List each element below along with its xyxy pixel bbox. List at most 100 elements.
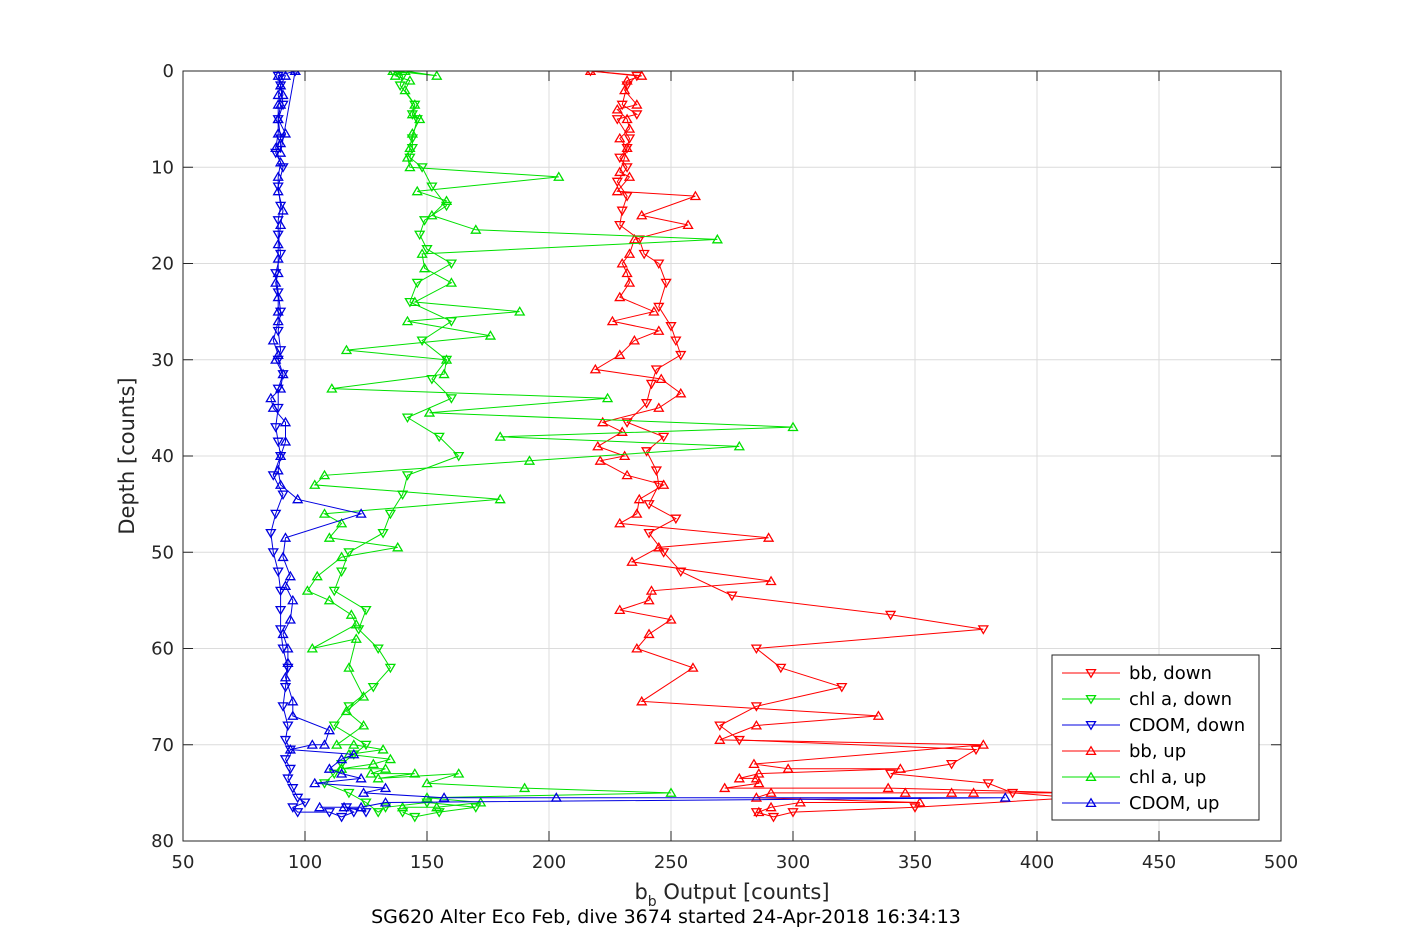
data-point-cdom-down <box>279 682 292 693</box>
data-point-cdom-up <box>274 450 287 461</box>
data-point-cdom-up <box>272 291 284 302</box>
series-bb-up <box>584 71 1080 817</box>
legend-entry-bb-up: bb, up <box>1062 741 1186 762</box>
data-point-bb-up <box>592 440 604 451</box>
data-point-chl-a-up <box>411 185 423 196</box>
data-point-cdom-down <box>299 798 311 809</box>
data-point-bb-up <box>748 758 760 769</box>
data-point-bb-down <box>643 500 655 510</box>
data-point-bb-up <box>750 719 763 730</box>
legend-label: CDOM, down <box>1129 715 1245 736</box>
data-point-chl-a-down <box>353 625 365 635</box>
series-line-bb-up <box>590 71 1074 813</box>
data-point-cdom-down <box>270 423 282 433</box>
data-point-cdom-up <box>338 801 350 812</box>
y-tick-label: 80 <box>151 831 174 852</box>
data-point-cdom-down <box>279 755 292 765</box>
data-point-cdom-down <box>287 803 299 813</box>
data-point-chl-a-up <box>423 407 436 417</box>
data-point-bb-up <box>611 103 623 114</box>
data-point-bb-up <box>606 315 619 326</box>
data-point-bb-down <box>653 259 665 270</box>
data-point-chl-a-up <box>418 262 431 273</box>
data-point-chl-a-down <box>421 798 433 809</box>
data-point-bb-up <box>619 84 631 95</box>
data-point-cdom-up <box>272 113 284 124</box>
data-point-cdom-up <box>289 71 301 76</box>
data-point-bb-up <box>945 787 958 797</box>
data-point-cdom-up <box>274 479 287 489</box>
data-point-chl-a-down <box>360 798 372 809</box>
data-point-bb-up <box>645 585 658 595</box>
data-point-bb-up <box>765 787 777 797</box>
data-point-cdom-up <box>550 792 562 802</box>
y-tick-label: 40 <box>151 446 174 467</box>
data-point-cdom-up <box>272 71 284 80</box>
data-point-bb-down <box>653 302 665 313</box>
data-point-chl-a-up <box>494 493 506 504</box>
data-point-chl-a-up <box>357 691 370 701</box>
data-point-cdom-up <box>287 710 299 720</box>
data-point-chl-a-up <box>377 744 389 754</box>
data-point-bb-up <box>636 71 648 80</box>
data-point-cdom-up <box>284 570 296 581</box>
data-point-cdom-up <box>999 792 1011 802</box>
data-point-cdom-up <box>314 801 326 812</box>
data-point-chl-a-up <box>494 431 506 441</box>
data-point-cdom-down <box>279 735 292 746</box>
data-point-cdom-up <box>323 763 336 773</box>
data-point-bb-down <box>750 702 763 712</box>
legend-entry-cdom-down: CDOM, down <box>1062 715 1245 736</box>
data-point-cdom-down <box>277 490 289 501</box>
data-point-chl-a-down <box>343 548 355 558</box>
data-point-bb-up <box>689 190 702 201</box>
data-point-chl-a-up <box>414 113 426 124</box>
data-point-cdom-up <box>279 671 292 682</box>
data-point-cdom-down <box>267 548 279 558</box>
legend-marker <box>1085 771 1097 782</box>
data-point-bb-down <box>675 350 687 361</box>
data-point-cdom-up <box>270 277 282 287</box>
data-point-bb-down <box>614 220 626 231</box>
data-point-chl-a-up <box>406 128 418 138</box>
data-point-bb-up <box>626 556 638 566</box>
data-point-bb-down <box>665 322 677 332</box>
legend-entry-cdom-up: CDOM, up <box>1062 793 1219 814</box>
data-point-cdom-up <box>265 392 277 403</box>
data-point-cdom-up <box>272 349 284 359</box>
data-point-cdom-down <box>287 784 299 794</box>
y-tick-label: 30 <box>151 350 174 371</box>
data-point-bb-down <box>631 110 643 120</box>
data-point-chl-a-up <box>409 99 421 109</box>
data-point-chl-a-up <box>311 570 323 581</box>
data-point-bb-up <box>619 450 631 461</box>
data-point-chl-a-up <box>421 777 433 788</box>
x-tick-label: 450 <box>1142 852 1176 873</box>
data-point-bb-down <box>658 432 670 443</box>
data-point-chl-a-down <box>445 259 458 270</box>
data-point-bb-up <box>614 517 626 528</box>
data-point-chl-a-down <box>384 509 397 520</box>
legend-box <box>1051 654 1260 821</box>
data-point-bb-up <box>621 75 633 85</box>
data-point-bb-up <box>623 248 636 258</box>
data-point-bb-up <box>628 233 641 244</box>
data-point-bb-down <box>616 100 628 111</box>
data-point-cdom-up <box>309 777 321 788</box>
x-axis-title: bb Output [counts] <box>634 880 829 910</box>
y-tick-label: 70 <box>151 735 174 756</box>
data-point-chl-a-down <box>343 788 355 799</box>
data-point-bb-up <box>614 291 626 302</box>
data-point-chl-a-up <box>601 392 614 403</box>
data-point-cdom-up <box>274 147 287 157</box>
data-point-bb-down <box>977 625 989 635</box>
data-point-chl-a-down <box>470 803 482 813</box>
data-point-bb-up <box>653 402 665 412</box>
series-layer <box>265 71 1080 823</box>
data-point-bb-up <box>623 277 636 287</box>
data-point-bb-down <box>909 803 921 813</box>
data-point-chl-a-up <box>553 171 565 181</box>
data-point-bb-down <box>650 466 662 476</box>
data-point-bb-up <box>619 152 631 162</box>
legend-marker <box>1085 797 1097 808</box>
